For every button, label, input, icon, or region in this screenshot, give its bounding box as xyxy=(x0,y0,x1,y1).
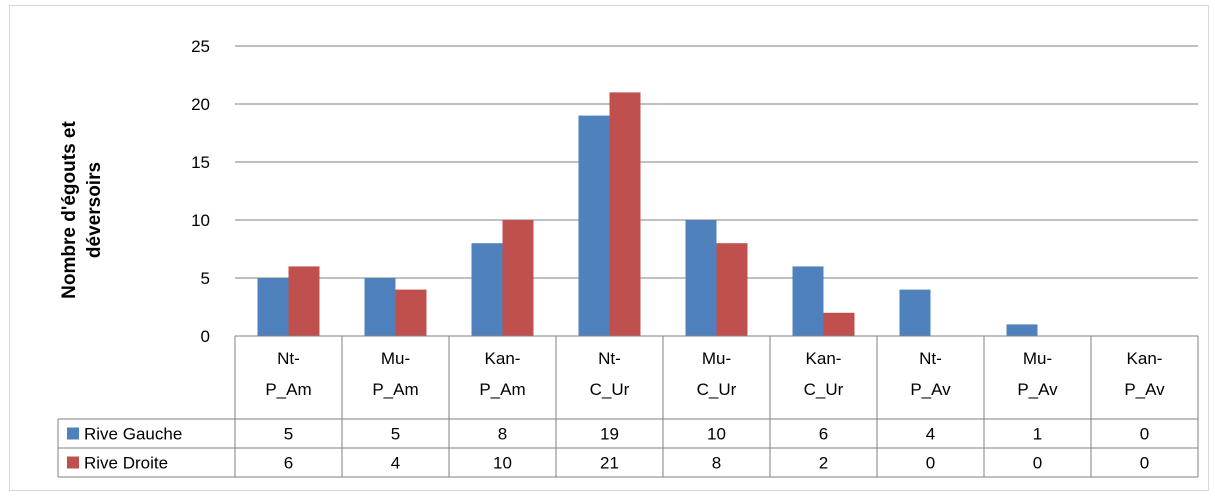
category-label: Mu- xyxy=(1023,349,1052,368)
data-label: 0 xyxy=(1140,425,1149,444)
category-label: P_Am xyxy=(479,380,525,399)
bar-rive-gauche xyxy=(1006,324,1038,336)
bar-rive-gauche xyxy=(257,278,289,336)
category-label: P_Av xyxy=(1124,380,1165,399)
category-label: C_Ur xyxy=(697,380,737,399)
bar-rive-gauche xyxy=(899,289,931,336)
data-label: 5 xyxy=(391,425,400,444)
legend-key xyxy=(67,427,79,440)
data-label: 4 xyxy=(926,425,935,444)
data-label: 10 xyxy=(493,454,512,473)
bar-rive-droite xyxy=(609,92,641,337)
bar-rive-droite xyxy=(502,220,534,336)
y-axis-label-line-1: Nombre d'égouts et xyxy=(59,121,80,299)
data-label: 6 xyxy=(819,425,828,444)
data-label: 8 xyxy=(498,425,507,444)
data-label: 4 xyxy=(391,454,400,473)
y-tick-label: 5 xyxy=(201,269,210,288)
y-tick-labels: 0 5 10 15 20 25 xyxy=(191,37,210,346)
category-label: Kan- xyxy=(485,349,521,368)
bar-rive-gauche xyxy=(471,243,503,336)
data-label: 6 xyxy=(284,454,293,473)
bar-rive-gauche xyxy=(685,220,717,336)
data-label: 19 xyxy=(600,425,619,444)
y-tick-label: 0 xyxy=(201,327,210,346)
data-label: 5 xyxy=(284,425,293,444)
data-label: 8 xyxy=(712,454,721,473)
category-label: Mu- xyxy=(702,349,731,368)
bar-rive-droite xyxy=(823,312,855,336)
category-label: Kan- xyxy=(806,349,842,368)
y-tick-label: 20 xyxy=(191,95,210,114)
data-label: 1 xyxy=(1033,425,1042,444)
category-label: Mu- xyxy=(381,349,410,368)
legend-key xyxy=(67,456,79,469)
category-label: P_Av xyxy=(910,380,951,399)
category-label: C_Ur xyxy=(590,380,630,399)
legend-label: Rive Gauche xyxy=(84,425,182,444)
data-label: 2 xyxy=(819,454,828,473)
category-label: Kan- xyxy=(1127,349,1163,368)
y-tick-label: 10 xyxy=(191,211,210,230)
data-label: 21 xyxy=(600,454,619,473)
bar-rive-droite xyxy=(395,289,427,336)
bar-rive-droite xyxy=(716,243,748,336)
y-tick-label: 25 xyxy=(191,37,210,56)
category-label: P_Av xyxy=(1017,380,1058,399)
legend-label: Rive Droite xyxy=(84,454,168,473)
bar-rive-droite xyxy=(288,266,320,336)
y-tick-label: 15 xyxy=(191,153,210,172)
category-label: Nt- xyxy=(919,349,942,368)
category-label: P_Am xyxy=(372,380,418,399)
chart-frame xyxy=(9,5,1209,491)
data-label: 0 xyxy=(1140,454,1149,473)
category-label: P_Am xyxy=(265,380,311,399)
bar-rive-gauche xyxy=(364,278,396,336)
bar-rive-gauche xyxy=(792,266,824,336)
y-axis-label-line-2: déversoirs xyxy=(84,162,105,258)
bar-rive-gauche xyxy=(578,115,610,336)
category-label: Nt- xyxy=(598,349,621,368)
data-label: 10 xyxy=(707,425,726,444)
category-label: C_Ur xyxy=(804,380,844,399)
category-label: Nt- xyxy=(277,349,300,368)
data-label: 0 xyxy=(926,454,935,473)
data-label: 0 xyxy=(1033,454,1042,473)
bars xyxy=(257,92,1038,337)
data-table: Nt- P_Am Mu- P_Am Kan- P_Am Nt- C_Ur Mu- C_Ur Kan-… xyxy=(57,335,1199,478)
